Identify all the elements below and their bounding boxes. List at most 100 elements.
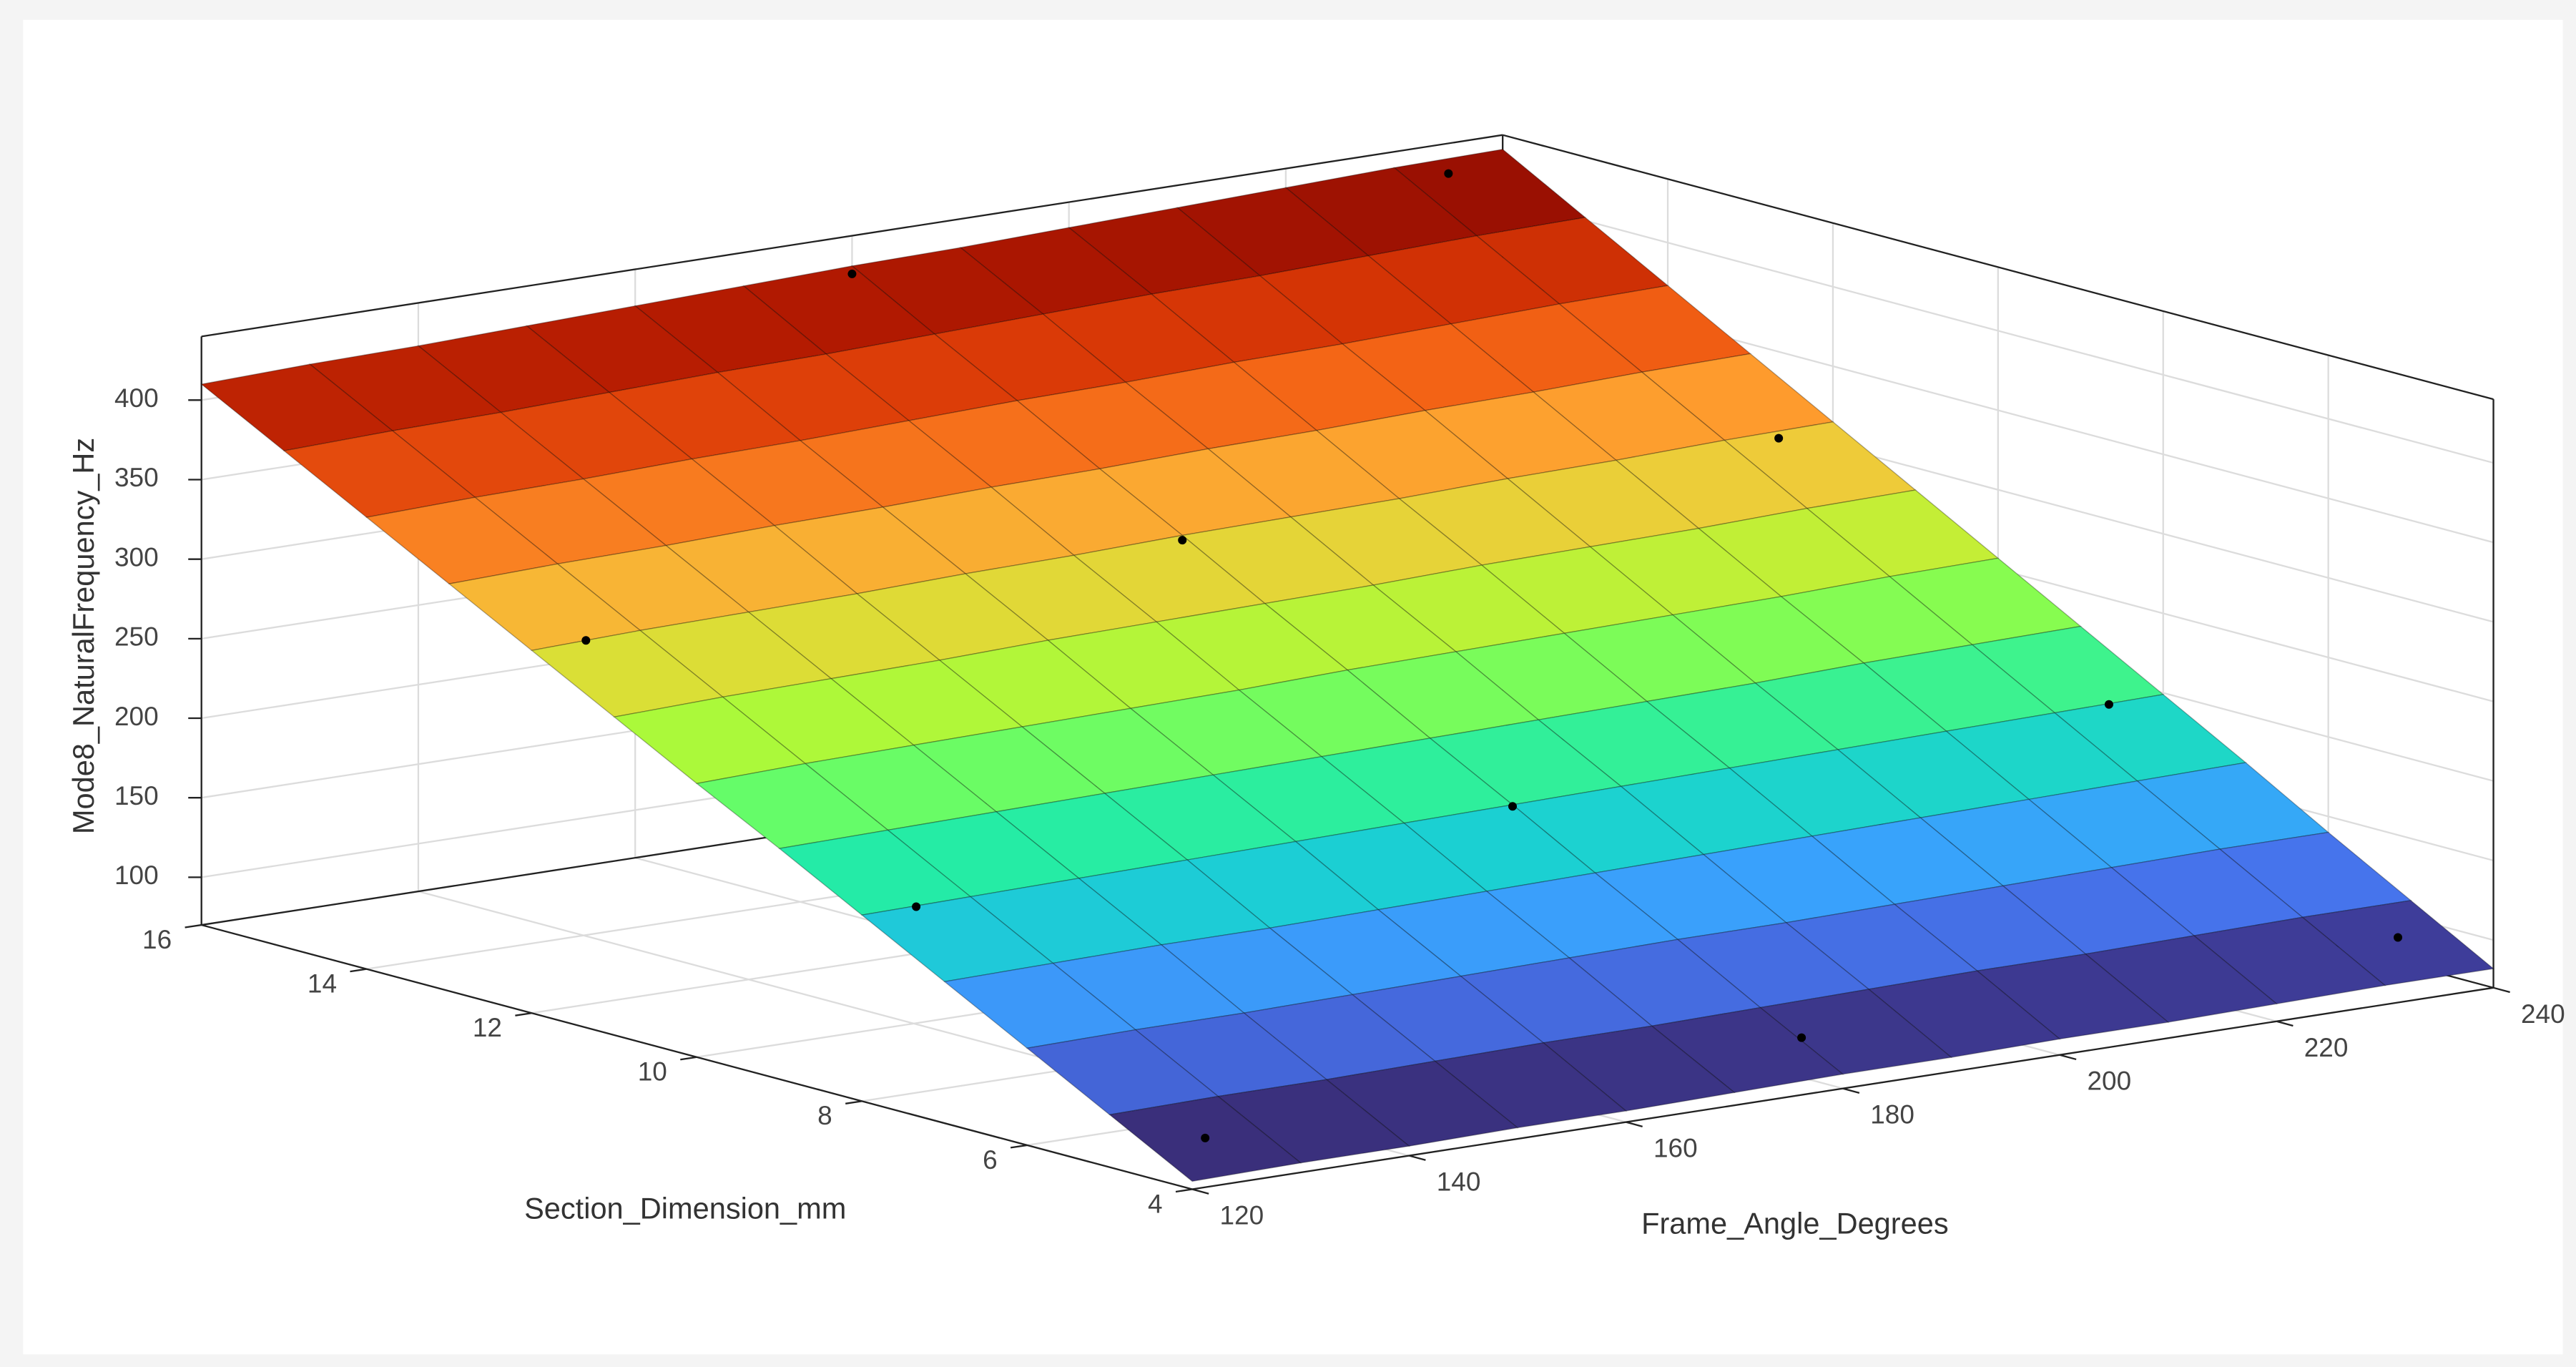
surface-cell (1325, 1060, 1519, 1147)
surface-cell (881, 486, 1076, 574)
x-tick (1191, 1188, 1209, 1195)
surface-cell (1124, 361, 1318, 450)
y-tick (845, 1100, 862, 1104)
data-point (581, 636, 591, 645)
surface-cell (1593, 853, 1788, 941)
surface-cell (1428, 719, 1623, 805)
surface-cell (1588, 527, 1783, 616)
x-tick (2059, 1054, 2077, 1061)
x-tick (2276, 1020, 2294, 1027)
data-point (1797, 1033, 1806, 1042)
surface-cell (1397, 478, 1592, 566)
surface-cell (850, 247, 1045, 335)
surface-cell (1460, 957, 1653, 1044)
surface-cell (1475, 217, 1669, 305)
surface-cell (1532, 371, 1726, 461)
x-tick (1842, 1087, 1860, 1094)
data-point (912, 902, 921, 911)
surface-cell (1563, 614, 1757, 702)
surface-cell (1346, 651, 1540, 739)
surface-cell (1455, 632, 1648, 721)
x-tick-label: 200 (2088, 1067, 2132, 1096)
surface-cell (1103, 774, 1297, 861)
y-tick-label: 10 (638, 1057, 667, 1087)
surface-cell (964, 554, 1158, 641)
data-point (1774, 433, 1784, 443)
surface-cell (1181, 516, 1375, 604)
surface-cell (448, 563, 641, 652)
z-tick-label: 200 (114, 702, 159, 731)
z-tick-label: 150 (114, 781, 159, 810)
surface-cell (908, 400, 1101, 488)
y-tick (680, 1056, 697, 1061)
data-point (2104, 700, 2113, 709)
surface-cell (1480, 546, 1674, 634)
data-point (847, 269, 857, 278)
y-tick (515, 1012, 532, 1016)
z-tick-label: 100 (114, 861, 159, 890)
surface-cell (1098, 448, 1292, 536)
y-tick-label: 12 (473, 1013, 502, 1042)
surface-cell (1041, 293, 1236, 383)
data-point (1508, 802, 1518, 811)
x-tick-label: 180 (1870, 1100, 1914, 1130)
surface-cell (1264, 584, 1457, 671)
x-tick (2493, 986, 2510, 994)
surface-cell (1450, 303, 1643, 393)
surface-cell (1072, 534, 1267, 623)
y-tick-label: 4 (1148, 1189, 1163, 1218)
surface-cell (804, 744, 998, 831)
axis-edge (1502, 134, 2494, 401)
x-tick-label: 240 (2521, 999, 2565, 1029)
surface-cell (913, 726, 1106, 813)
z-axis-title: Mode8_NaturalFrequency_Hz (67, 438, 100, 834)
z-tick-label: 350 (114, 463, 159, 492)
surface-cell (1237, 669, 1432, 758)
data-point (1444, 169, 1453, 178)
z-tick-label: 300 (114, 542, 159, 572)
y-tick (185, 923, 202, 929)
data-point (1178, 536, 1187, 545)
x-tick (1626, 1121, 1643, 1127)
surface-cell (1424, 391, 1618, 479)
surface-cell (1259, 255, 1452, 345)
x-tick (1409, 1155, 1426, 1161)
surface-cell (1542, 1025, 1736, 1112)
y-tick-label: 6 (983, 1145, 998, 1175)
axes: 120 140 160 180 200 220 240 4 6 8 10 12 14 16 100 150 20… (114, 134, 2565, 1230)
x-axis-title: Frame_Angle_Degrees (1641, 1206, 1949, 1240)
grid-line (1502, 197, 2494, 464)
surface-cell (1433, 1042, 1628, 1129)
surface-cell (1021, 707, 1214, 794)
surface-cell (1232, 343, 1427, 431)
z-tick-label: 250 (114, 622, 159, 652)
y-tick (1175, 1188, 1193, 1193)
axis-edge (201, 134, 1503, 338)
x-tick-label: 160 (1653, 1134, 1698, 1163)
data-point (1201, 1133, 1210, 1142)
x-tick-label: 140 (1437, 1167, 1481, 1197)
y-axis-title: Section_Dimension_mm (524, 1192, 846, 1225)
x-tick-label: 120 (1220, 1201, 1264, 1230)
surface-cell (1372, 564, 1565, 652)
surface-cell (1046, 621, 1241, 710)
y-tick (350, 968, 367, 973)
y-tick-label: 16 (142, 925, 172, 954)
surface-cell (938, 640, 1132, 727)
z-tick-label: 400 (114, 383, 159, 413)
surface-cell (1206, 430, 1401, 518)
surface-cell (1320, 738, 1514, 824)
surface-cell (1216, 1079, 1410, 1164)
y-tick-label: 14 (308, 969, 337, 999)
surface-cell (1506, 459, 1700, 548)
y-tick (1010, 1144, 1028, 1149)
y-tick-label: 8 (817, 1101, 832, 1130)
x-tick-label: 220 (2304, 1033, 2349, 1062)
surface-cell (1176, 187, 1370, 277)
surface-cell (1211, 755, 1406, 843)
data-point (2394, 933, 2403, 942)
surface-cell (1129, 689, 1323, 776)
surface-cell (1537, 700, 1731, 788)
